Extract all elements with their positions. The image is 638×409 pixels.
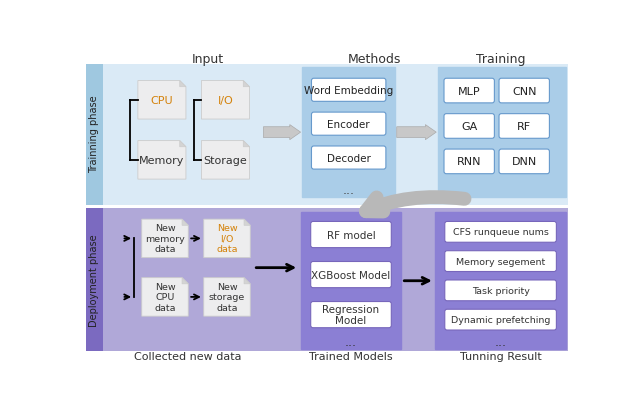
Text: Memory segement: Memory segement: [456, 257, 545, 266]
Bar: [86, 209, 568, 351]
Polygon shape: [180, 81, 186, 88]
Polygon shape: [138, 81, 186, 120]
Polygon shape: [244, 220, 250, 226]
Polygon shape: [202, 81, 249, 120]
Text: GA: GA: [461, 121, 477, 132]
Bar: [86, 65, 568, 205]
Text: Deployment phase: Deployment phase: [89, 233, 100, 326]
Text: Input: Input: [191, 53, 224, 65]
Text: Dynamic prefetching: Dynamic prefetching: [451, 315, 550, 324]
Text: CPU: CPU: [151, 96, 173, 106]
Polygon shape: [202, 141, 249, 180]
FancyBboxPatch shape: [444, 115, 494, 139]
Text: DNN: DNN: [512, 157, 537, 167]
Polygon shape: [204, 278, 250, 317]
Text: I/O: I/O: [218, 96, 234, 106]
Text: Tunning Result: Tunning Result: [460, 351, 542, 361]
FancyBboxPatch shape: [311, 302, 391, 328]
FancyBboxPatch shape: [311, 222, 391, 248]
Text: Storage: Storage: [204, 155, 248, 166]
FancyArrow shape: [397, 125, 436, 140]
FancyBboxPatch shape: [302, 68, 395, 197]
Polygon shape: [180, 141, 186, 147]
Polygon shape: [142, 220, 188, 258]
Polygon shape: [138, 141, 186, 180]
Bar: [434, 213, 567, 349]
Polygon shape: [182, 220, 188, 226]
Text: New
CPU
data: New CPU data: [154, 282, 175, 312]
Bar: [302, 68, 395, 197]
Text: New
storage
data: New storage data: [209, 282, 245, 312]
Text: Methods: Methods: [348, 53, 401, 65]
Text: Task priority: Task priority: [471, 286, 530, 295]
Polygon shape: [204, 220, 250, 258]
Text: CNN: CNN: [512, 86, 537, 96]
FancyBboxPatch shape: [445, 310, 556, 330]
FancyBboxPatch shape: [499, 150, 549, 174]
Bar: [300, 213, 401, 349]
Bar: [438, 68, 566, 197]
Text: New
I/O
data: New I/O data: [216, 224, 238, 254]
Text: Word Embedding: Word Embedding: [304, 85, 393, 96]
Polygon shape: [244, 278, 250, 284]
FancyBboxPatch shape: [499, 79, 549, 103]
Text: XGBoost Model: XGBoost Model: [311, 270, 390, 280]
Polygon shape: [142, 278, 188, 317]
Polygon shape: [182, 278, 188, 284]
Text: MLP: MLP: [458, 86, 480, 96]
Text: New
memory
data: New memory data: [145, 224, 185, 254]
Text: CFS runqueue nums: CFS runqueue nums: [452, 228, 549, 237]
Polygon shape: [243, 81, 249, 88]
FancyBboxPatch shape: [444, 79, 494, 103]
Text: ...: ...: [343, 183, 355, 196]
Text: RF: RF: [517, 121, 531, 132]
Bar: [86, 209, 103, 351]
FancyBboxPatch shape: [311, 79, 386, 102]
FancyBboxPatch shape: [499, 115, 549, 139]
Text: Decoder: Decoder: [327, 153, 371, 163]
FancyArrow shape: [263, 125, 300, 140]
Text: Trained Models: Trained Models: [309, 351, 393, 361]
Text: RF model: RF model: [327, 230, 375, 240]
FancyBboxPatch shape: [311, 262, 391, 288]
FancyBboxPatch shape: [311, 113, 386, 136]
FancyBboxPatch shape: [311, 147, 386, 170]
FancyBboxPatch shape: [445, 222, 556, 243]
FancyBboxPatch shape: [445, 251, 556, 272]
Text: Memory: Memory: [139, 155, 184, 166]
Text: Regression
Model: Regression Model: [322, 304, 380, 326]
Text: Training: Training: [476, 53, 525, 65]
Polygon shape: [243, 141, 249, 147]
Text: Encoder: Encoder: [327, 119, 370, 129]
Bar: [86, 65, 103, 205]
Text: Collected new data: Collected new data: [135, 351, 242, 361]
Text: Trainning phase: Trainning phase: [89, 96, 100, 173]
Text: ...: ...: [345, 335, 357, 348]
FancyBboxPatch shape: [444, 150, 494, 174]
FancyBboxPatch shape: [445, 280, 556, 301]
Text: ...: ...: [494, 335, 507, 348]
Text: RNN: RNN: [457, 157, 482, 167]
